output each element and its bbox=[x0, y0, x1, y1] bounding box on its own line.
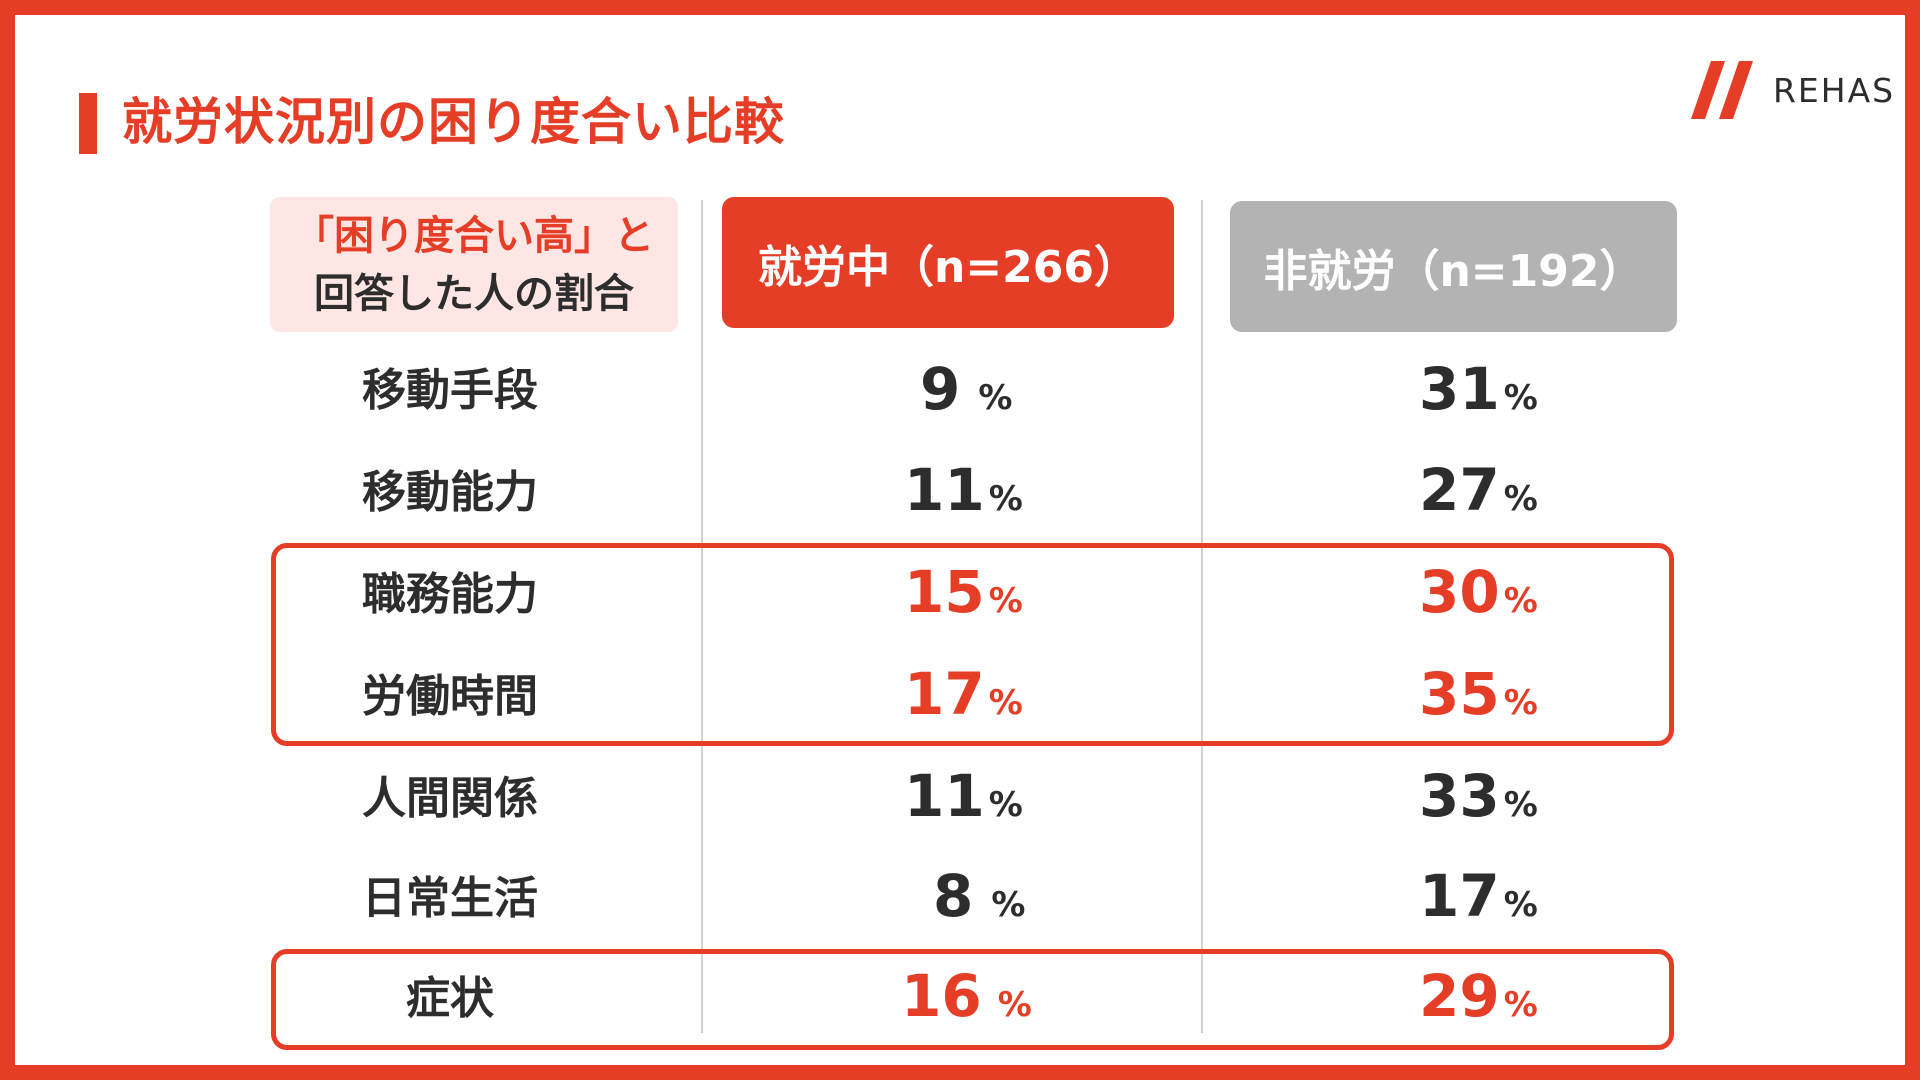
value-working: 11% bbox=[904, 762, 1023, 830]
value-nonworking: 35% bbox=[1419, 660, 1538, 728]
highlight-box-symptom-row bbox=[271, 949, 1674, 1050]
value-working: 17% bbox=[904, 660, 1023, 728]
value-working: 11% bbox=[904, 456, 1023, 524]
value-nonworking: 27% bbox=[1419, 456, 1538, 524]
value-nonworking: 31% bbox=[1419, 355, 1538, 423]
value-nonworking: 17% bbox=[1419, 862, 1538, 930]
legend-line-2: 回答した人の割合 bbox=[314, 271, 634, 317]
logo-slash-icon bbox=[1691, 61, 1753, 119]
value-working: 8% bbox=[933, 862, 1026, 930]
logo-text: REHAS bbox=[1773, 71, 1896, 110]
column-divider bbox=[1201, 200, 1203, 1033]
value-nonworking: 30% bbox=[1419, 558, 1538, 626]
value-working: 16% bbox=[901, 962, 1032, 1030]
page-title: 就労状況別の困り度合い比較 bbox=[122, 93, 785, 151]
value-nonworking: 29% bbox=[1419, 962, 1538, 1030]
row-label: 人間関係 bbox=[362, 773, 538, 824]
column-header-working: 就労中（n=266） bbox=[722, 197, 1174, 328]
row-label: 移動能力 bbox=[362, 467, 538, 518]
legend-line-1: 「困り度合い高」と bbox=[294, 213, 654, 259]
column-divider bbox=[701, 200, 703, 1033]
rehas-logo: REHAS bbox=[1691, 61, 1893, 121]
row-label: 労働時間 bbox=[362, 671, 538, 722]
row-label: 日常生活 bbox=[362, 873, 538, 924]
value-working: 9% bbox=[920, 355, 1013, 423]
row-label: 職務能力 bbox=[362, 569, 538, 620]
column-header-nonworking: 非就労（n=192） bbox=[1230, 201, 1677, 332]
legend-box: 「困り度合い高」と 回答した人の割合 bbox=[270, 197, 678, 332]
title-accent-bar bbox=[79, 93, 97, 154]
row-label: 移動手段 bbox=[362, 365, 538, 416]
value-working: 15% bbox=[904, 558, 1023, 626]
highlight-box-work-rows bbox=[271, 543, 1674, 746]
value-nonworking: 33% bbox=[1419, 762, 1538, 830]
row-label: 症状 bbox=[406, 973, 494, 1024]
